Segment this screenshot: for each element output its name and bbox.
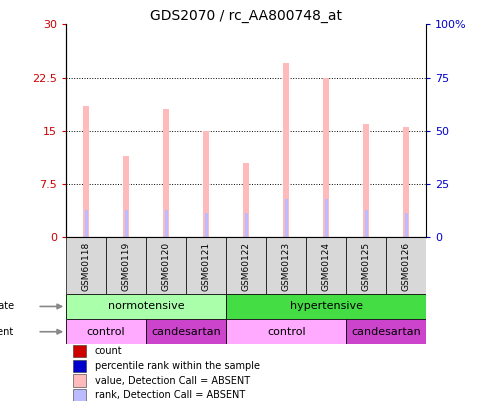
Bar <box>386 237 426 294</box>
Text: GSM60118: GSM60118 <box>82 242 91 291</box>
Bar <box>66 319 146 344</box>
Text: candesartan: candesartan <box>151 327 221 337</box>
Bar <box>346 319 426 344</box>
Bar <box>226 237 266 294</box>
Bar <box>243 163 249 237</box>
Bar <box>85 209 88 237</box>
Text: GSM60126: GSM60126 <box>402 242 411 291</box>
Text: value, Detection Call = ABSENT: value, Detection Call = ABSENT <box>95 375 250 386</box>
Text: hypertensive: hypertensive <box>290 301 363 311</box>
Bar <box>66 237 106 294</box>
Bar <box>245 213 247 237</box>
Bar <box>74 389 86 401</box>
Bar <box>403 127 409 237</box>
Text: rank, Detection Call = ABSENT: rank, Detection Call = ABSENT <box>95 390 245 400</box>
Bar <box>83 106 89 237</box>
Text: control: control <box>267 327 306 337</box>
Bar <box>346 237 386 294</box>
Text: normotensive: normotensive <box>108 301 185 311</box>
Text: agent: agent <box>0 327 14 337</box>
Title: GDS2070 / rc_AA800748_at: GDS2070 / rc_AA800748_at <box>150 9 342 23</box>
Bar <box>405 213 408 237</box>
Text: candesartan: candesartan <box>351 327 421 337</box>
Bar <box>325 199 328 237</box>
Bar <box>186 237 226 294</box>
Text: percentile rank within the sample: percentile rank within the sample <box>95 361 260 371</box>
Bar <box>74 374 86 387</box>
Text: disease state: disease state <box>0 301 14 311</box>
Text: GSM60121: GSM60121 <box>202 242 211 291</box>
Text: GSM60124: GSM60124 <box>322 242 331 291</box>
Bar <box>146 319 226 344</box>
Bar <box>74 360 86 372</box>
Bar <box>165 209 168 237</box>
Text: GSM60120: GSM60120 <box>162 242 171 291</box>
Bar <box>283 63 289 237</box>
Bar <box>306 237 346 294</box>
Bar <box>365 209 368 237</box>
Bar <box>266 237 306 294</box>
Bar <box>123 156 129 237</box>
Text: control: control <box>87 327 125 337</box>
Bar <box>163 109 169 237</box>
Bar <box>323 77 329 237</box>
Text: GSM60122: GSM60122 <box>242 242 251 291</box>
Bar <box>226 294 426 319</box>
Bar <box>66 294 226 319</box>
Text: GSM60119: GSM60119 <box>122 242 131 291</box>
Bar <box>146 237 186 294</box>
Bar <box>226 319 346 344</box>
Bar <box>74 345 86 357</box>
Text: GSM60123: GSM60123 <box>282 242 291 291</box>
Text: GSM60125: GSM60125 <box>362 242 371 291</box>
Bar <box>285 199 288 237</box>
Text: count: count <box>95 346 122 356</box>
Bar <box>203 131 209 237</box>
Bar <box>205 213 208 237</box>
Bar <box>125 209 127 237</box>
Bar <box>363 124 369 237</box>
Bar <box>106 237 146 294</box>
